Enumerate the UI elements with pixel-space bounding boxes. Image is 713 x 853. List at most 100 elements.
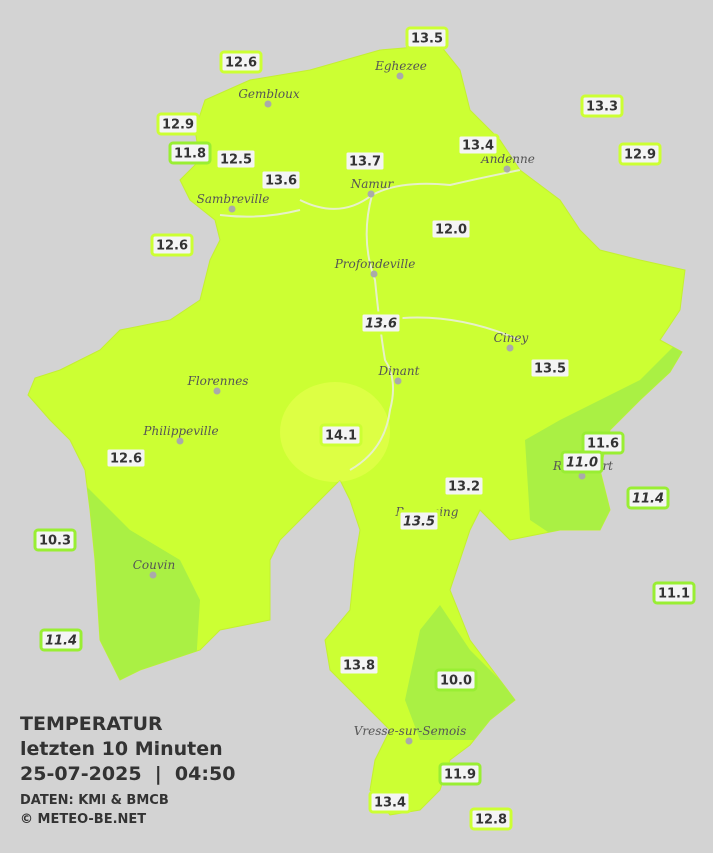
label-box <box>359 311 403 335</box>
temperature-label: 12.9 <box>156 112 200 136</box>
temperature-value: 11.6 <box>587 437 619 452</box>
label-box <box>429 217 473 241</box>
temperature-value: 13.7 <box>349 155 381 170</box>
label-box <box>438 762 482 786</box>
city-dot <box>213 387 221 395</box>
temperature-value: 11.4 <box>45 634 77 649</box>
city-dot <box>405 737 413 745</box>
temperature-value: 12.8 <box>475 813 507 828</box>
city-dot <box>578 472 586 480</box>
city-dot <box>394 377 402 385</box>
temperature-label: 12.8 <box>469 807 513 831</box>
temperature-value: 14.1 <box>325 429 357 444</box>
city-dot <box>149 571 157 579</box>
city-dot <box>396 72 404 80</box>
temperature-label: 13.5 <box>528 356 572 380</box>
label-box <box>104 446 148 470</box>
city-label: Profondeville <box>334 257 416 271</box>
label-box <box>343 149 387 173</box>
label-box <box>434 668 478 692</box>
temperature-value: 13.5 <box>411 32 443 47</box>
temperature-label: 12.5 <box>214 147 258 171</box>
temperature-label: 13.6 <box>359 311 403 335</box>
city-dot <box>506 344 514 352</box>
temperature-label: 12.0 <box>429 217 473 241</box>
temperature-value: 12.9 <box>162 118 194 133</box>
city-label: Florennes <box>187 374 249 388</box>
temperature-label: 11.4 <box>39 628 83 652</box>
temperature-label: 10.0 <box>434 668 478 692</box>
temperature-value: 13.6 <box>365 317 397 332</box>
temperature-label: 11.0 <box>560 450 604 474</box>
temperature-value: 11.9 <box>444 768 476 783</box>
label-box <box>214 147 258 171</box>
temperature-label: 13.4 <box>368 790 412 814</box>
temperature-label: 11.8 <box>168 141 212 165</box>
label-box <box>626 486 670 510</box>
label-box <box>368 790 412 814</box>
city-dot <box>228 205 236 213</box>
label-box <box>168 141 212 165</box>
temperature-label: 13.4 <box>456 133 500 157</box>
temperature-value: 12.0 <box>435 223 467 238</box>
label-box <box>156 112 200 136</box>
source: DATEN: KMI & BMCB <box>20 793 169 808</box>
temperature-label: 11.6 <box>581 431 625 455</box>
temperature-label: 13.5 <box>397 509 441 533</box>
city-dot <box>370 270 378 278</box>
temperature-label: 11.9 <box>438 762 482 786</box>
label-box <box>560 450 604 474</box>
city-dot <box>503 165 511 173</box>
city-label: Dinant <box>378 364 420 378</box>
label-box <box>150 233 194 257</box>
temperature-value: 10.3 <box>39 534 71 549</box>
temperature-value: 12.9 <box>624 148 656 163</box>
label-box <box>580 94 624 118</box>
temperature-label: 13.2 <box>442 474 486 498</box>
label-box <box>652 581 696 605</box>
label-box <box>259 168 303 192</box>
city-label: Couvin <box>133 558 175 572</box>
label-box <box>405 26 449 50</box>
temperature-value: 11.8 <box>174 147 206 162</box>
temperature-label: 12.6 <box>150 233 194 257</box>
temperature-label: 12.6 <box>219 50 263 74</box>
temperature-value: 11.0 <box>566 456 598 471</box>
temperature-label: 11.4 <box>626 486 670 510</box>
temperature-value: 11.4 <box>632 492 664 507</box>
temperature-label: 11.1 <box>652 581 696 605</box>
label-box <box>528 356 572 380</box>
label-box <box>319 423 363 447</box>
temperature-value: 13.6 <box>265 174 297 189</box>
label-box <box>397 509 441 533</box>
label-box <box>442 474 486 498</box>
city-dot <box>367 190 375 198</box>
city-label: Vresse-sur-Semois <box>354 724 467 738</box>
temperature-value: 13.8 <box>343 659 375 674</box>
label-box <box>469 807 513 831</box>
temperature-label: 13.8 <box>337 653 381 677</box>
river <box>219 169 521 471</box>
temperature-label: 13.6 <box>259 168 303 192</box>
temperature-label: 14.1 <box>319 423 363 447</box>
temperature-label: 12.9 <box>618 142 662 166</box>
city-label: Ciney <box>494 331 529 345</box>
temperature-label: 13.7 <box>343 149 387 173</box>
city-label: Gembloux <box>238 87 300 101</box>
label-box <box>33 528 77 552</box>
temperature-value: 13.5 <box>403 515 435 530</box>
city-label: Namur <box>350 177 395 191</box>
label-box <box>39 628 83 652</box>
temperature-value: 13.3 <box>586 100 618 115</box>
temperature-value: 11.1 <box>658 587 690 602</box>
temperature-label: 13.5 <box>405 26 449 50</box>
temperature-value: 13.2 <box>448 480 480 495</box>
label-box <box>337 653 381 677</box>
temperature-label: 13.3 <box>580 94 624 118</box>
zone-cool <box>80 480 200 690</box>
city-label: Philippeville <box>142 424 218 438</box>
city-label: Sambreville <box>197 192 270 206</box>
label-box <box>219 50 263 74</box>
temperature-value: 13.4 <box>462 139 494 154</box>
